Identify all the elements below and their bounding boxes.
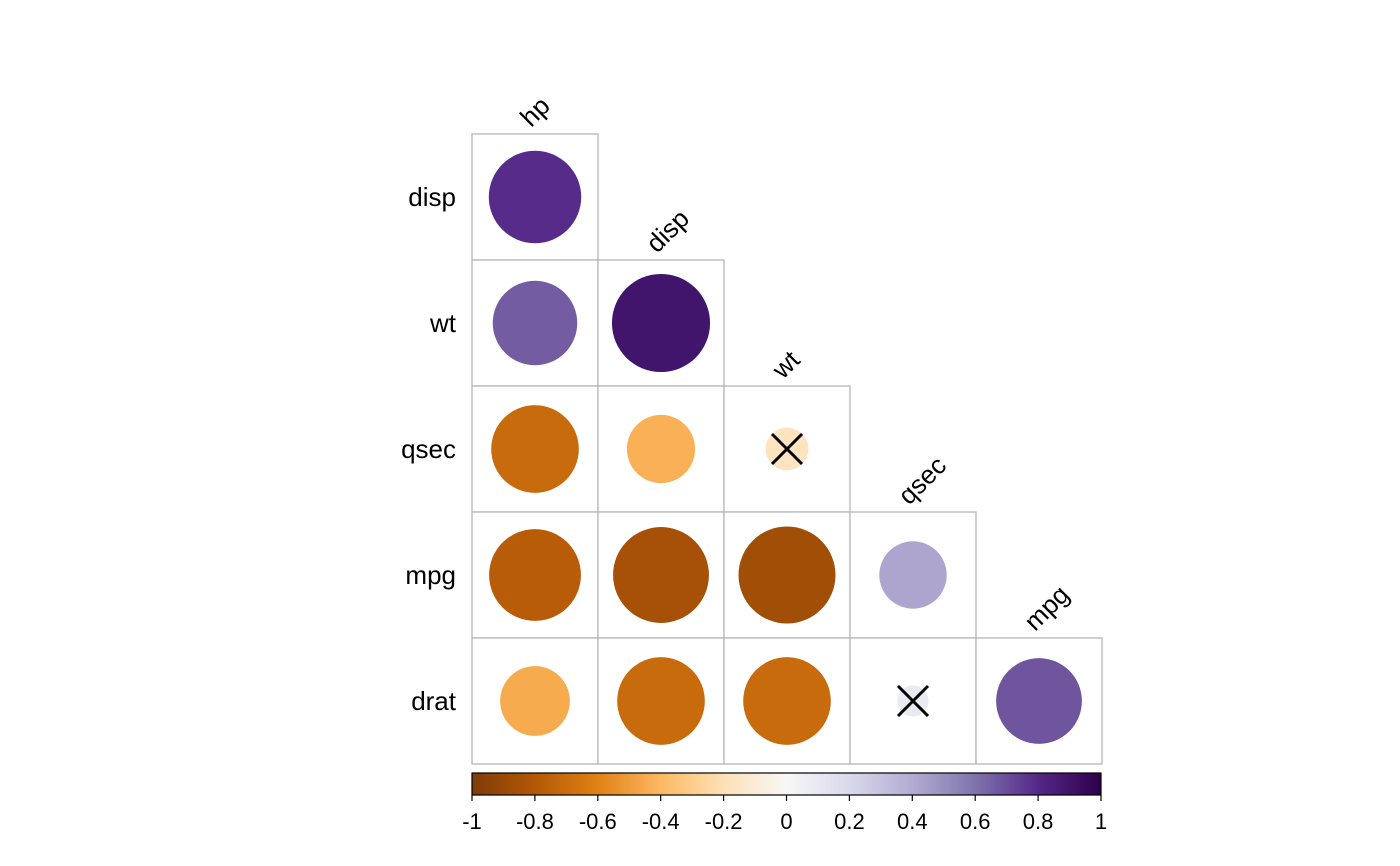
row-label-qsec: qsec — [401, 434, 456, 464]
row-label-disp: disp — [408, 182, 456, 212]
correlation-circle-qsec-disp — [626, 414, 696, 484]
matrix-cell — [849, 637, 977, 765]
correlation-circle-mpg-wt — [738, 526, 836, 624]
column-label-hp: hp — [514, 91, 556, 133]
correlation-circle-mpg-qsec — [879, 541, 947, 609]
colorbar-tick-label: 0.2 — [834, 809, 865, 834]
colorbar-tick-label: -0.4 — [642, 809, 680, 834]
colorbar: -1 -0.8 -0.6 -0.4 -0.2 0 0.2 0.4 0.6 0.8 1 — [462, 772, 1107, 834]
colorbar-tick-label: -0.8 — [516, 809, 554, 834]
correlation-circle-drat-hp — [500, 666, 570, 736]
colorbar-tick-label: -1 — [462, 809, 482, 834]
colorbar-gradient — [471, 772, 1102, 796]
correlation-circle-wt-disp — [611, 273, 711, 373]
column-label-qsec: qsec — [892, 450, 952, 510]
column-label-mpg: mpg — [1018, 579, 1075, 636]
correlation-circle-disp-hp — [488, 150, 582, 244]
row-label-drat: drat — [411, 686, 457, 716]
colorbar-tick-label: 0.4 — [897, 809, 928, 834]
insignificant-cross-icon — [896, 684, 930, 718]
row-label-mpg: mpg — [405, 560, 456, 590]
column-label-disp: disp — [640, 203, 695, 258]
correlation-circle-drat-disp — [617, 657, 705, 745]
colorbar-tick-label: 0.8 — [1023, 809, 1054, 834]
correlation-circle-wt-hp — [492, 280, 578, 366]
colorbar-tick-label: 0.6 — [960, 809, 991, 834]
correlation-circle-drat-mpg — [996, 658, 1082, 744]
colorbar-tick-label: 0 — [780, 809, 792, 834]
correlation-circle-mpg-hp — [489, 529, 581, 621]
insignificant-cross-icon — [770, 432, 804, 466]
correlation-circle-mpg-disp — [613, 527, 709, 623]
colorbar-tick-label: -0.6 — [579, 809, 617, 834]
row-labels: disp wt qsec mpg drat — [401, 182, 457, 716]
colorbar-tick-label: 1 — [1095, 809, 1107, 834]
correlation-circle-drat-wt — [743, 657, 831, 745]
row-label-wt: wt — [429, 308, 457, 338]
insignificance-marks — [770, 432, 930, 718]
colorbar-tick-label: -0.2 — [705, 809, 743, 834]
column-label-wt: wt — [765, 344, 806, 385]
correlation-circle-qsec-hp — [491, 405, 579, 493]
